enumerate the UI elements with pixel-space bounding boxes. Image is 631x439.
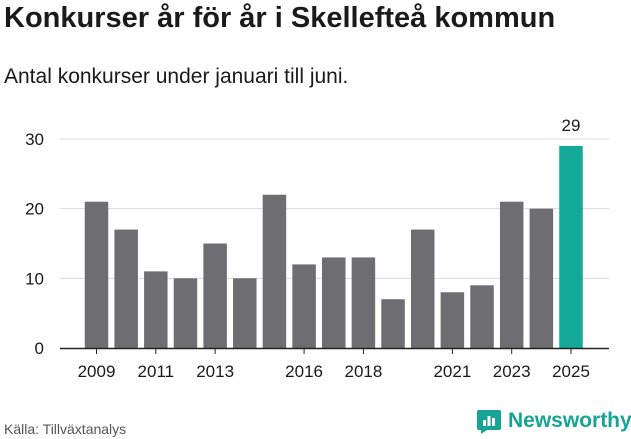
source-note: Källa: Tillväxtanalys	[4, 421, 127, 437]
x-tick-label: 2018	[344, 362, 382, 381]
chart-title: Konkurser år för år i Skellefteå kommun	[4, 2, 556, 34]
bar-2016	[292, 264, 316, 348]
bar-2017	[322, 257, 346, 348]
bar-2022	[470, 285, 494, 348]
x-tick-label: 2025	[552, 362, 590, 381]
bar-2025	[559, 145, 583, 348]
bar-2024	[529, 208, 554, 348]
bar-2012	[173, 278, 198, 348]
bar-2018	[351, 257, 376, 348]
bar-2010	[114, 229, 138, 348]
bar-chart: 0 10 20 30 2009 2011 2013 2016 2018 2021 2023 2025 2…	[25, 116, 609, 381]
x-tick-label: 2013	[196, 362, 234, 381]
newsworthy-logo-text: Newsworthy	[508, 409, 631, 432]
x-tick-label: 2009	[78, 362, 116, 381]
newsworthy-logo-icon	[477, 410, 501, 434]
x-tick-label: 2011	[138, 362, 175, 381]
x-tick-label: 2016	[285, 362, 323, 381]
bar-2023	[499, 201, 524, 348]
chart-subtitle: Antal konkurser under januari till juni.	[4, 65, 349, 88]
data-label: 29	[562, 116, 581, 135]
y-tick-label: 0	[35, 339, 44, 358]
bar-2013	[203, 243, 227, 348]
bar-2009	[84, 201, 109, 348]
x-tick-label: 2021	[433, 362, 471, 381]
bar-2011	[144, 271, 168, 348]
bar-2021	[440, 292, 465, 348]
y-tick-label: 20	[25, 200, 44, 219]
bar-2019	[381, 299, 405, 348]
x-tick-label: 2023	[493, 362, 531, 381]
bar-2015	[262, 194, 287, 348]
bar-2014	[233, 278, 257, 348]
y-tick-label: 10	[25, 269, 44, 288]
newsworthy-logo: Newsworthy	[476, 408, 631, 434]
y-tick-label: 30	[25, 130, 44, 149]
bar-2020	[410, 229, 435, 348]
